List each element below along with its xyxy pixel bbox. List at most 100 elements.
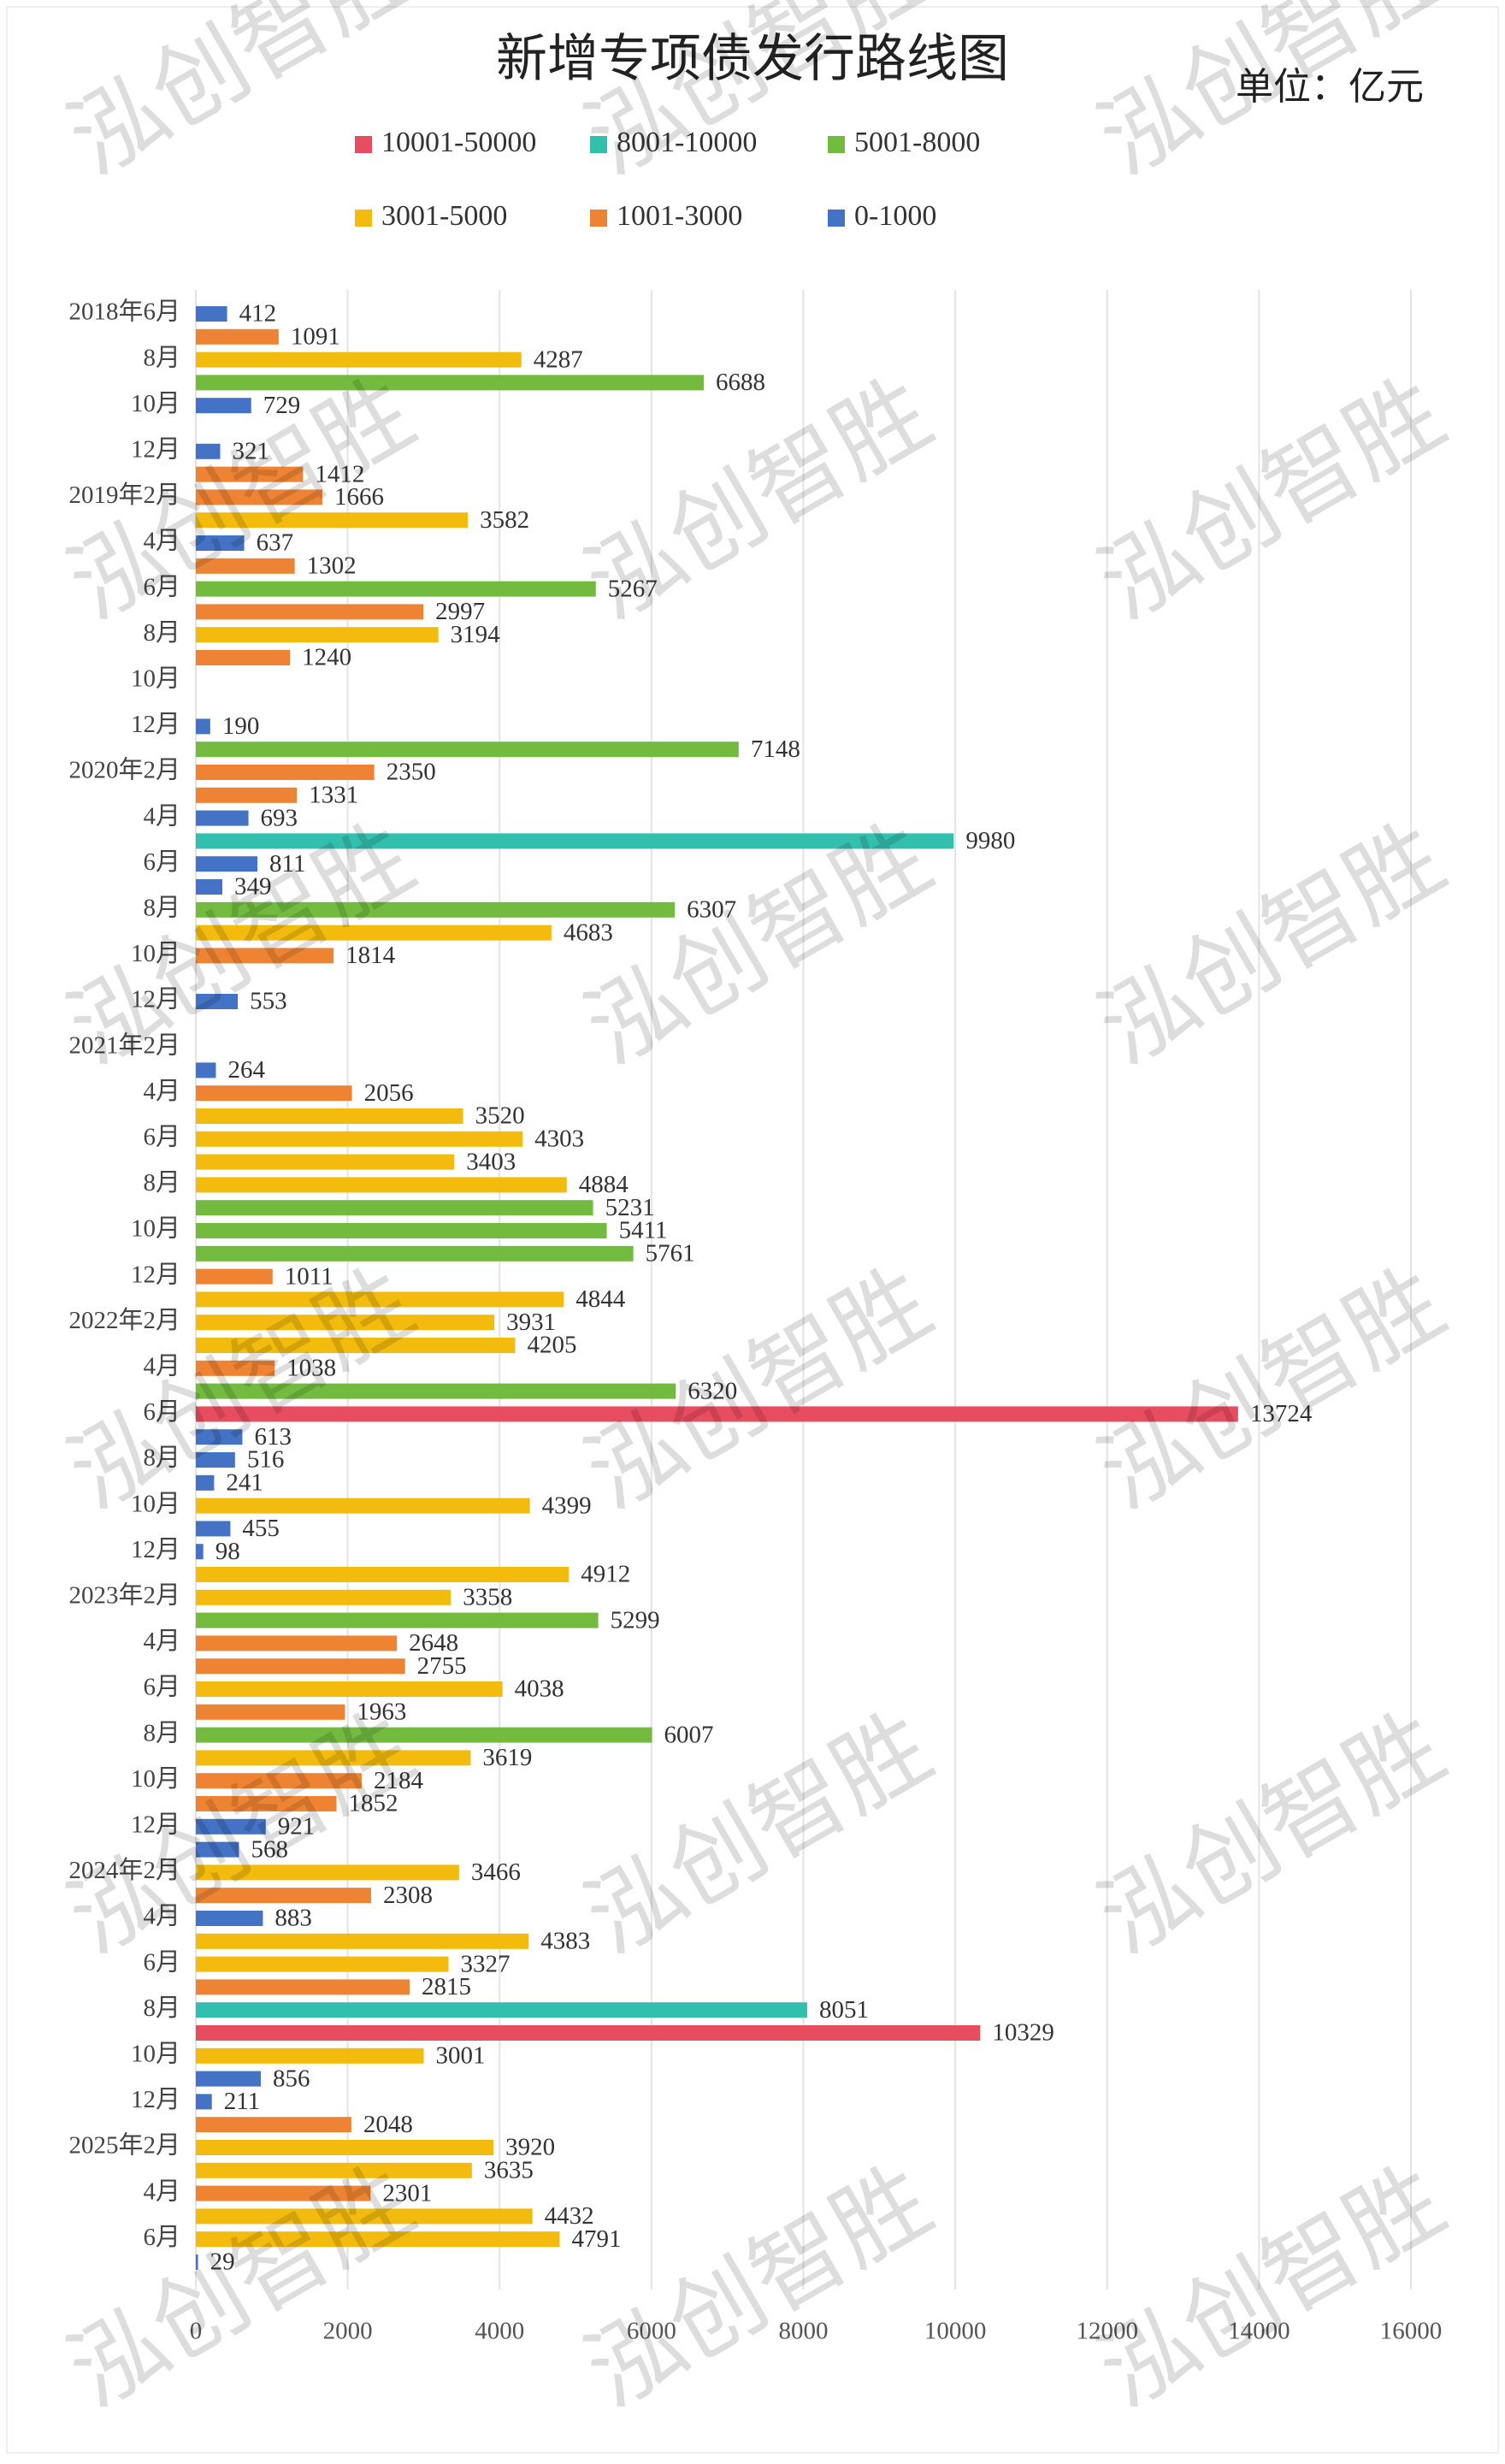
value-label: 29 [210, 2248, 235, 2276]
value-label: 6688 [716, 369, 765, 396]
value-label: 4303 [534, 1125, 584, 1152]
x-tick-label: 8000 [779, 2318, 829, 2345]
value-label: 1331 [309, 781, 358, 808]
value-label: 729 [263, 392, 301, 419]
bar [196, 1452, 235, 1468]
unit-label: 单位：亿元 [1236, 66, 1424, 108]
value-label: 412 [239, 300, 277, 328]
bar [196, 1521, 231, 1537]
y-tick-label: 12月 [131, 1811, 180, 1838]
x-tick-label: 14000 [1228, 2318, 1290, 2345]
bar [196, 948, 334, 964]
value-label: 3327 [460, 1950, 510, 1977]
y-tick-label: 2018年6月 [68, 298, 180, 326]
value-label: 3194 [451, 621, 501, 648]
y-tick-label: 12月 [131, 986, 180, 1013]
value-label: 3403 [466, 1148, 516, 1175]
bar [196, 1567, 570, 1582]
bar [196, 1888, 371, 1904]
x-tick-label: 12000 [1077, 2318, 1139, 2345]
value-label: 5267 [608, 575, 658, 602]
y-tick-label: 6月 [143, 1674, 180, 1701]
legend-label: 1001-3000 [617, 200, 742, 232]
bar [196, 1956, 449, 1972]
bar [196, 1406, 1238, 1422]
y-tick-label: 8月 [143, 1994, 180, 2022]
bar [196, 833, 954, 849]
value-label: 241 [226, 1468, 263, 1496]
y-tick-label: 2019年2月 [68, 481, 180, 509]
bar [196, 1108, 463, 1124]
value-label: 190 [222, 712, 260, 740]
bar [196, 2140, 494, 2155]
y-tick-label: 4月 [143, 528, 180, 555]
value-label: 1412 [315, 460, 364, 487]
y-tick-label: 2024年2月 [68, 1856, 180, 1884]
bar [196, 352, 522, 368]
bar [196, 1544, 204, 1560]
y-tick-label: 6月 [143, 2224, 180, 2251]
value-label: 349 [234, 873, 272, 901]
x-tick-label: 4000 [475, 2318, 524, 2345]
bar [196, 1360, 275, 1376]
value-label: 2184 [374, 1767, 424, 1794]
bar [196, 328, 279, 345]
value-label: 3635 [484, 2156, 534, 2183]
value-label: 6320 [688, 1377, 737, 1404]
bar [196, 1154, 455, 1170]
watermark: 泓创智胜 [50, 0, 431, 196]
value-label: 7148 [751, 736, 800, 763]
bar [196, 1979, 410, 1995]
bar [196, 2071, 262, 2087]
bar [196, 1681, 503, 1697]
bar [196, 1589, 452, 1605]
y-tick-label: 8月 [143, 1169, 180, 1197]
bar [196, 1383, 676, 1399]
y-tick-label: 10月 [131, 1490, 180, 1517]
value-label: 211 [224, 2088, 260, 2115]
x-tick-label: 2000 [323, 2318, 373, 2345]
bar [196, 1200, 593, 1216]
bar [196, 604, 424, 620]
value-label: 6307 [687, 895, 736, 923]
watermark: 泓创智胜 [1081, 1692, 1461, 1975]
value-label: 4287 [534, 346, 583, 373]
value-label: 3466 [471, 1858, 521, 1886]
watermark: 泓创智胜 [568, 357, 948, 641]
bar [196, 718, 210, 735]
value-label: 4683 [564, 919, 613, 946]
x-tick-label: 16000 [1380, 2318, 1443, 2345]
value-label: 693 [261, 804, 298, 831]
chart-title: 新增专项债发行路线图 [496, 31, 1009, 87]
value-label: 3920 [505, 2134, 555, 2161]
bar [196, 2117, 351, 2133]
value-label: 6007 [664, 1721, 713, 1748]
value-label: 2755 [417, 1652, 467, 1680]
bar [196, 1085, 352, 1102]
bar [196, 1750, 471, 1766]
value-label: 5299 [611, 1606, 660, 1634]
bar [196, 787, 298, 803]
value-label: 3582 [480, 506, 529, 534]
y-tick-label: 8月 [143, 619, 180, 647]
value-label: 10329 [992, 2019, 1054, 2047]
bar [196, 489, 322, 505]
y-tick-label: 8月 [143, 1445, 180, 1472]
value-label: 264 [227, 1056, 265, 1084]
bar [196, 1315, 495, 1331]
value-label: 921 [278, 1812, 316, 1840]
bar [196, 742, 739, 758]
bar [196, 810, 249, 826]
y-tick-label: 10月 [131, 1215, 180, 1243]
y-tick-label: 2021年2月 [68, 1031, 180, 1059]
value-label: 1011 [285, 1262, 333, 1290]
bar [196, 925, 552, 941]
bar [196, 2208, 533, 2225]
value-label: 2997 [435, 598, 485, 625]
value-label: 8051 [819, 1996, 869, 2024]
watermark: 泓创智胜 [568, 2145, 948, 2428]
bar [196, 1841, 239, 1858]
bar [196, 765, 375, 780]
bar [196, 2025, 981, 2041]
bar [196, 1818, 266, 1835]
